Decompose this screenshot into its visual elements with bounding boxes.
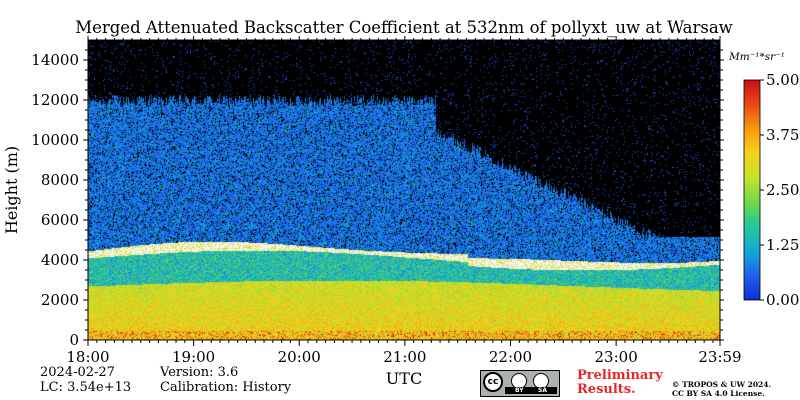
y-tick-label-5: 10000 — [31, 131, 79, 149]
cc-by-label: BY — [515, 387, 524, 394]
preliminary-line-2: Results. — [577, 382, 636, 397]
y-tick-label-0: 0 — [69, 331, 79, 349]
y-axis: 0 2000 4000 6000 8000 10000 12000 14000 — [31, 49, 724, 349]
x-tick-label-2: 20:00 — [278, 348, 321, 366]
colorbar-tick-label-3: 3.75 — [766, 126, 799, 144]
y-tick-label-4: 8000 — [41, 171, 79, 189]
colorbar-tick-label-0: 0.00 — [766, 291, 799, 309]
footer-date: 2024-02-27 — [40, 365, 115, 380]
y-tick-label-2: 4000 — [41, 251, 79, 269]
y-tick-label-6: 12000 — [31, 91, 79, 109]
x-tick-label-3: 21:00 — [383, 348, 426, 366]
cc-license-badge: cc BY SA — [480, 370, 560, 397]
cc-license-bar: BY SA — [505, 387, 557, 394]
y-tick-label-7: 14000 — [31, 51, 79, 69]
colorbar-tick-label-2: 2.50 — [766, 181, 799, 199]
y-tick-label-1: 2000 — [41, 291, 79, 309]
colorbar-ticks: 0.00 1.25 2.50 3.75 5.00 — [760, 71, 799, 309]
heatmap-raster — [88, 40, 720, 340]
x-tick-label-5: 23:00 — [595, 348, 638, 366]
x-axis: 18:00 19:00 20:00 21:00 22:00 23:00 23:59 — [66, 36, 742, 366]
x-tick-label-6: 23:59 — [698, 348, 741, 366]
colorbar-tick-label-1: 1.25 — [766, 236, 799, 254]
backscatter-heatmap — [88, 40, 720, 340]
footer-calibration: Calibration: History — [160, 380, 292, 395]
colorbar-tick-label-4: 5.00 — [766, 71, 799, 89]
x-axis-label: UTC — [386, 369, 422, 388]
x-tick-label-4: 22:00 — [489, 348, 532, 366]
colorbar — [743, 79, 761, 301]
y-tick-label-3: 6000 — [41, 211, 79, 229]
cc-icon: cc — [483, 372, 503, 392]
preliminary-line-1: Preliminary — [577, 368, 663, 383]
x-tick-label-1: 19:00 — [172, 348, 215, 366]
footer-lc: LC: 3.54e+13 — [40, 380, 132, 395]
chart-title: Merged Attenuated Backscatter Coefficien… — [75, 18, 733, 37]
y-axis-label: Height (m) — [2, 146, 21, 234]
copyright-line-1: © TROPOS & UW 2024. — [672, 380, 772, 389]
cc-sa-label: SA — [538, 387, 547, 394]
colorbar-unit-label: Mm⁻¹*sr⁻¹ — [728, 51, 785, 63]
preliminary-note: Preliminary Results. — [577, 369, 663, 397]
copyright-note: © TROPOS & UW 2024. CC BY SA 4.0 License… — [672, 380, 771, 398]
x-tick-label-0: 18:00 — [66, 348, 109, 366]
footer-version: Version: 3.6 — [160, 365, 239, 380]
copyright-line-2: CC BY SA 4.0 License. — [672, 389, 765, 398]
